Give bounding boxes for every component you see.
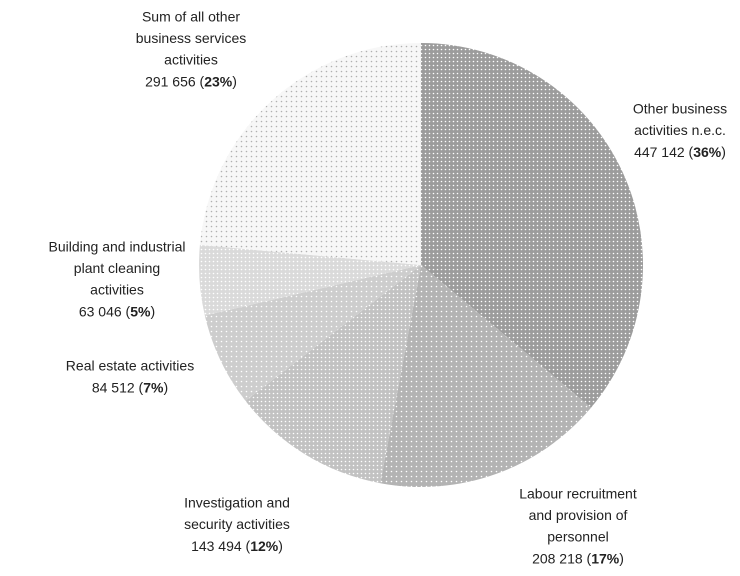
slice-label: Labour recruitment [519,486,637,502]
slice-label: security activities [184,516,290,532]
value-label: 63 046 [79,303,122,319]
slice-label: and provision of [529,507,628,523]
percent-label: 23% [204,73,233,89]
slice-label: Investigation and [184,495,290,511]
percent-label: 7% [143,379,164,395]
pie-slice [204,265,421,401]
percent-label: 12% [250,538,279,554]
slice-value-label: 63 046 (5%) [79,303,155,319]
slice-value-label: 143 494 (12%) [191,538,283,554]
slice-label: activities [164,52,218,68]
slice-value-label: 291 656 (23%) [145,73,237,89]
pie-slice [199,43,421,265]
pie-slice [245,265,421,484]
slice-label: activities [90,282,144,298]
value-label: 291 656 [145,73,196,89]
slice-label: business services [136,30,247,46]
percent-label: 5% [130,303,151,319]
slice-label: Other business [633,101,727,117]
slice-label: Building and industrial [49,239,186,255]
slice-label: personnel [547,529,609,545]
slice-value-label: 447 142 (36%) [634,144,726,160]
value-label: 208 218 [532,550,583,566]
pie-slice [421,43,643,408]
pie-slice [199,244,421,316]
value-label: 143 494 [191,538,242,554]
slice-label: plant cleaning [74,260,160,276]
percent-label: 17% [591,550,620,566]
slice-label: Sum of all other [142,9,240,25]
slice-value-label: 208 218 (17%) [532,550,624,566]
percent-label: 36% [693,144,722,160]
pie-slice [380,265,592,487]
slice-label: activities n.e.c. [634,122,726,138]
slice-value-label: 84 512 (7%) [92,379,168,395]
value-label: 84 512 [92,379,135,395]
value-label: 447 142 [634,144,685,160]
slice-label: Real estate activities [66,358,194,374]
